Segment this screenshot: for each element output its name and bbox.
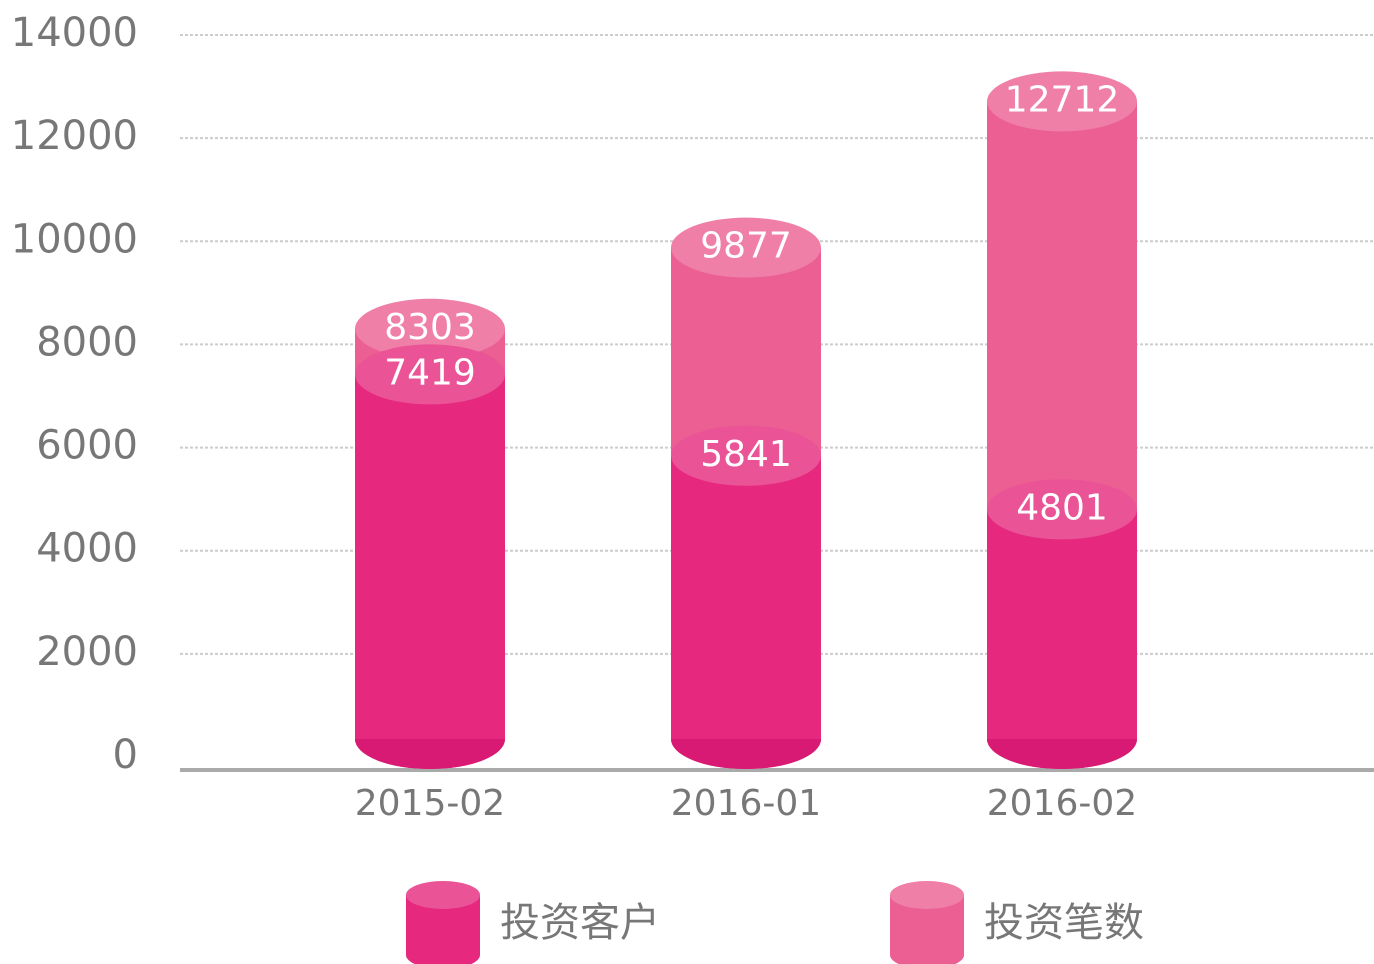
value-label: 5841 — [700, 434, 792, 475]
y-tick-label: 2000 — [36, 629, 138, 675]
x-tick-label: 2016-02 — [987, 783, 1137, 824]
cylinder-top-shade — [355, 298, 505, 359]
cylinder — [987, 509, 1137, 739]
y-tick-label: 12000 — [11, 113, 138, 159]
legend-label: 投资客户 — [500, 900, 660, 946]
value-label: 9877 — [700, 226, 792, 267]
y-tick-label: 14000 — [11, 10, 138, 56]
cylinder-top-shade — [987, 479, 1137, 540]
legend-swatch-top — [406, 881, 480, 909]
x-tick-label: 2016-01 — [671, 783, 821, 824]
value-label: 7419 — [384, 352, 476, 393]
legend-swatch-top — [890, 881, 964, 909]
cylinder-top-shade — [987, 71, 1137, 132]
cylinder-top — [355, 298, 505, 359]
legend-swatch-bottom — [890, 941, 964, 964]
legend-label: 投资笔数 — [984, 900, 1144, 946]
cylinder-top-shade — [671, 217, 821, 278]
cylinder-top — [671, 425, 821, 486]
x-tick-label: 2015-02 — [355, 783, 505, 824]
cylinder-top — [355, 344, 505, 405]
y-tick-label: 10000 — [11, 216, 138, 262]
legend-swatch-bottom — [406, 941, 480, 964]
legend-swatch-top-shade — [406, 881, 480, 909]
cylinder-top-shade — [671, 425, 821, 486]
cylinder-top — [671, 217, 821, 278]
y-tick-label: 4000 — [36, 526, 138, 572]
legend-swatch-top-shade — [890, 881, 964, 909]
cylinder-top — [987, 479, 1137, 540]
cylinder-top-shade — [355, 344, 505, 405]
value-label: 12712 — [1005, 79, 1120, 120]
y-tick-label: 8000 — [36, 319, 138, 365]
y-tick-label: 6000 — [36, 423, 138, 469]
cylinder — [355, 374, 505, 739]
value-label: 4801 — [1016, 487, 1108, 528]
y-tick-label: 0 — [113, 732, 138, 778]
cylinder — [671, 455, 821, 739]
value-label: 8303 — [384, 307, 476, 348]
cylinder-top — [987, 71, 1137, 132]
